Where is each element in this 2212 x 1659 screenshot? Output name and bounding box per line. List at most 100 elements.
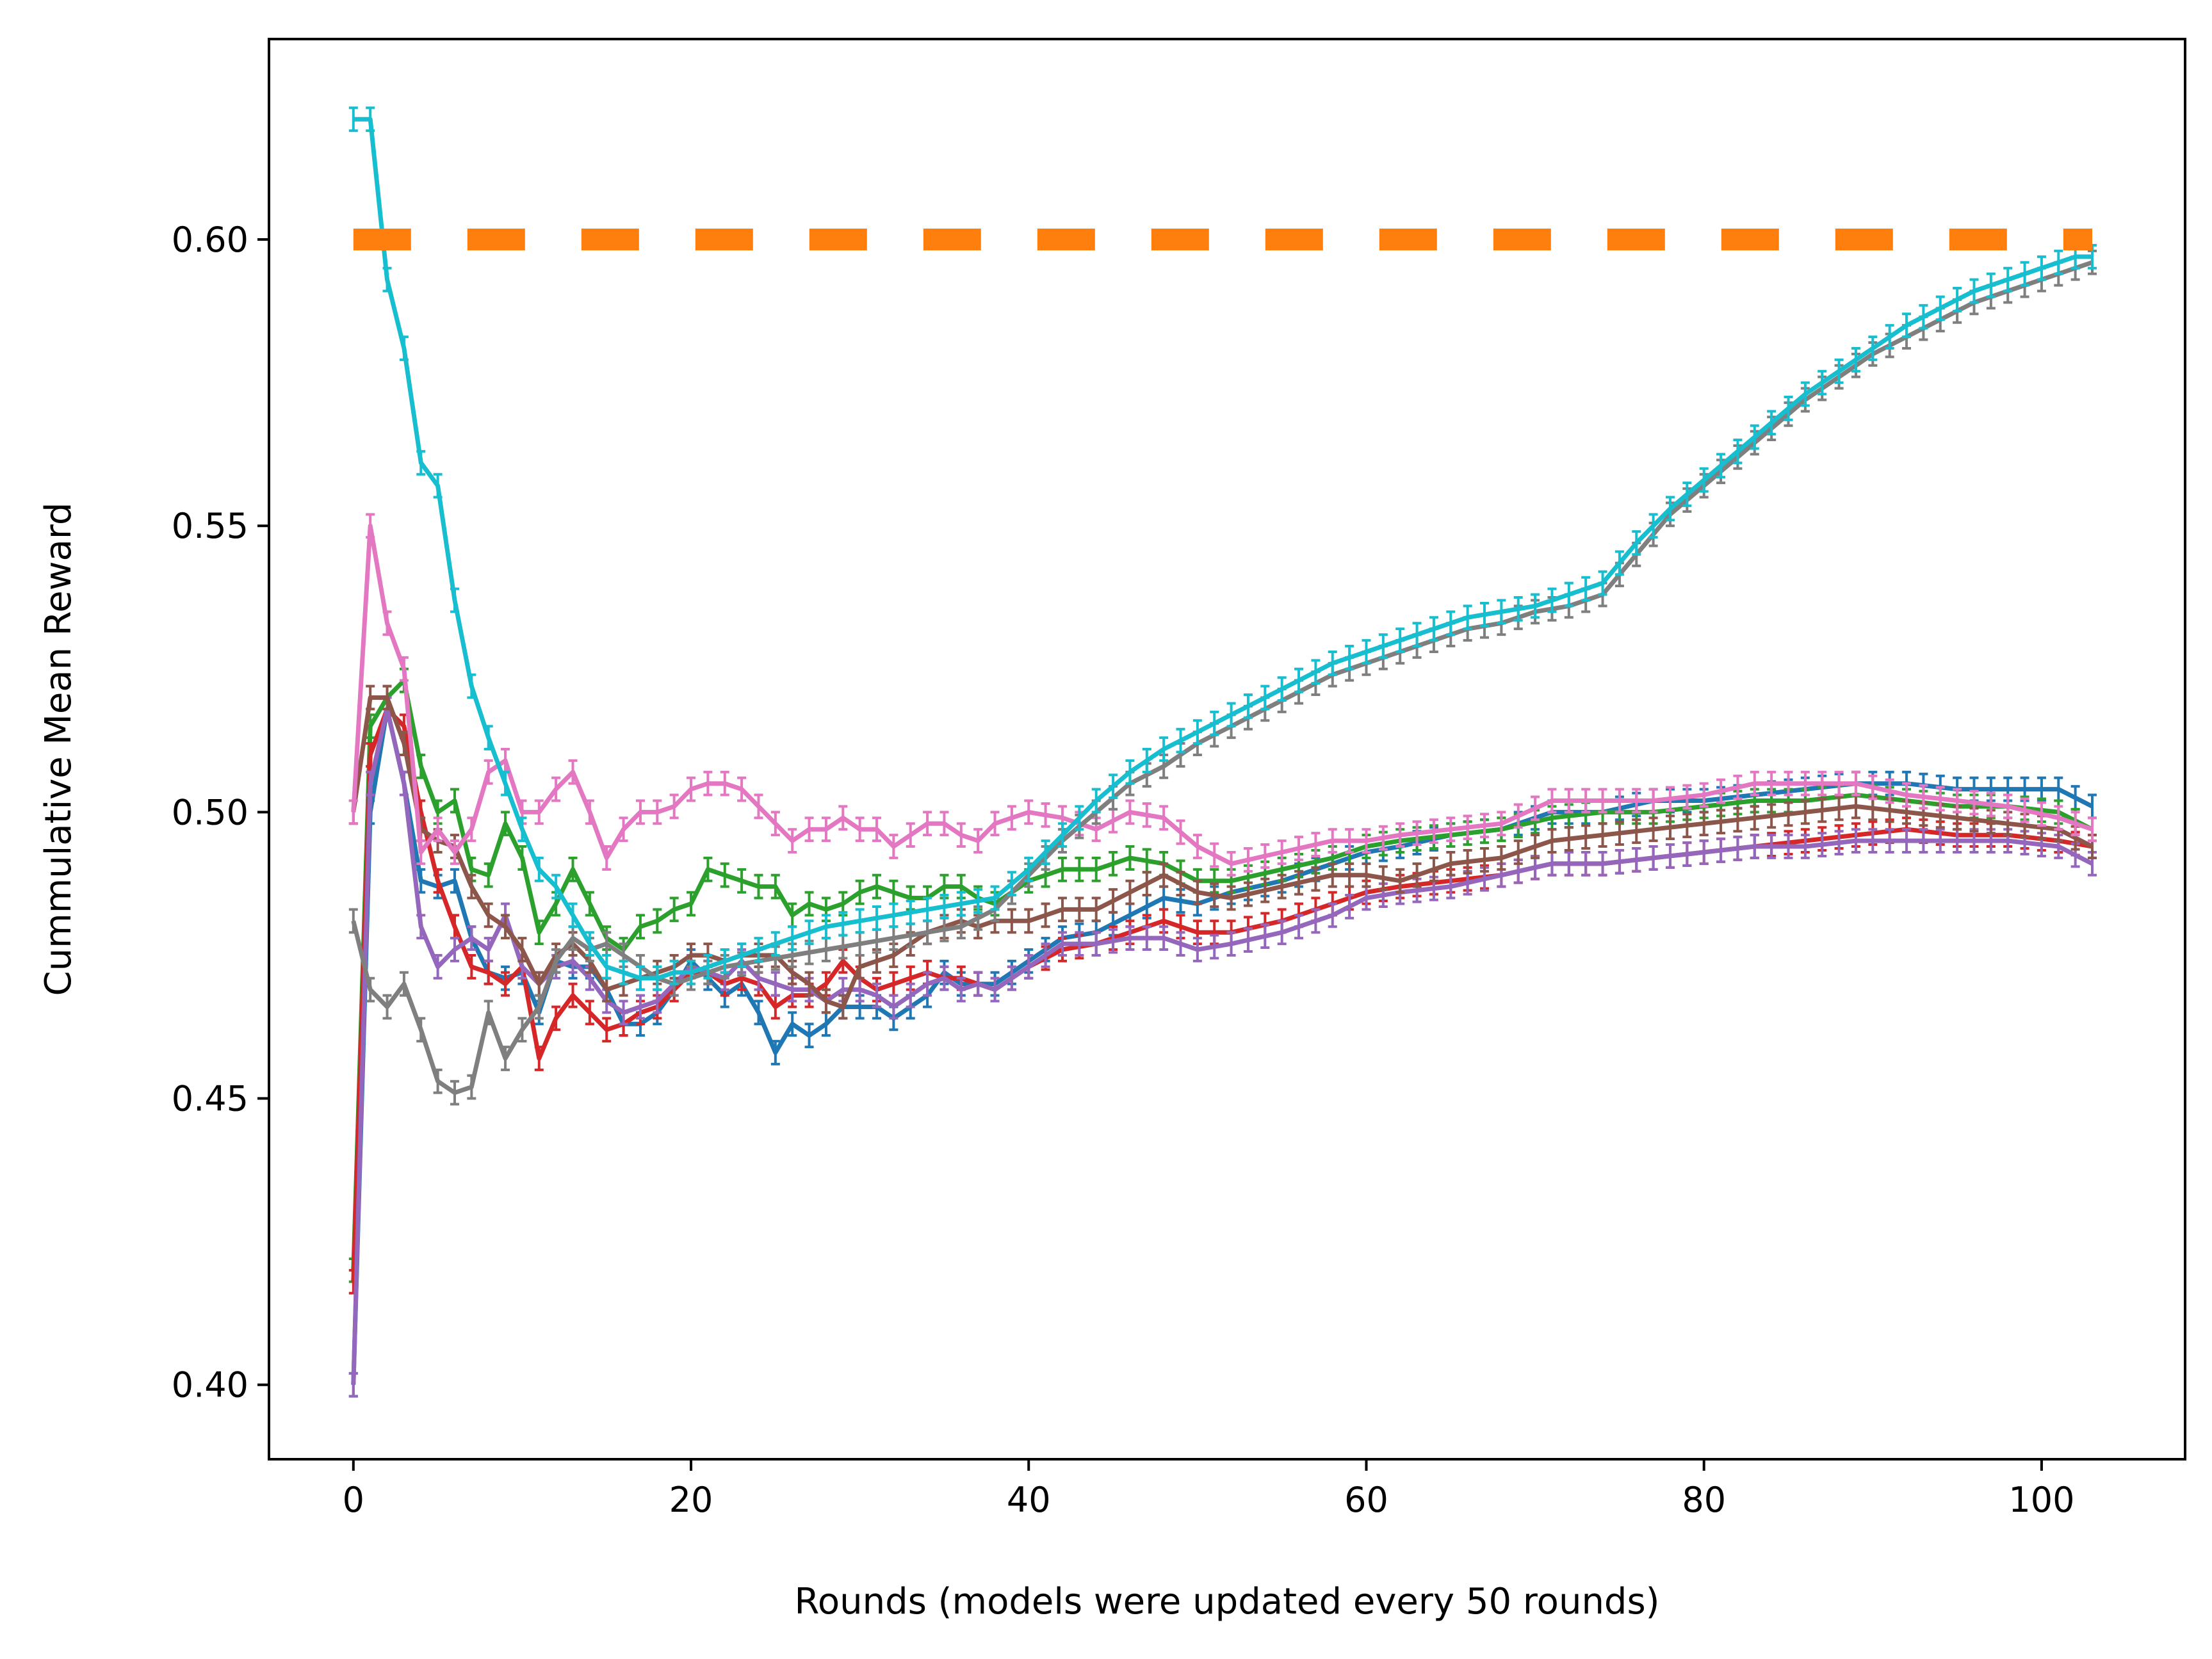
- error-bar: [990, 811, 1000, 837]
- error-bar: [1716, 809, 1726, 835]
- error-bar: [1969, 278, 1979, 304]
- error-bar: [1260, 923, 1270, 950]
- error-bar: [2037, 255, 2046, 281]
- error-bar: [1446, 610, 1456, 636]
- error-bar: [1868, 828, 1878, 854]
- error-bar: [484, 862, 493, 888]
- error-bar: [1057, 931, 1067, 957]
- error-bar: [669, 959, 679, 985]
- error-bar: [1446, 850, 1456, 877]
- error-bar: [1564, 788, 1574, 814]
- error-bar: [399, 971, 409, 997]
- error-bar: [619, 959, 628, 985]
- error-bar: [1260, 843, 1270, 869]
- error-bar: [653, 799, 662, 825]
- error-bar: [1294, 667, 1304, 693]
- error-bar: [1412, 622, 1422, 648]
- error-bar: [450, 1080, 459, 1106]
- error-bar: [1986, 272, 1996, 298]
- error-bar: [2088, 816, 2097, 843]
- error-bar: [1176, 819, 1185, 845]
- error-bar: [348, 1372, 358, 1398]
- error-bar: [1598, 822, 1607, 848]
- error-bar: [1699, 811, 1709, 837]
- error-bar: [1716, 838, 1726, 863]
- error-bar: [1192, 879, 1202, 905]
- error-bar: [1885, 828, 1894, 854]
- error-bar: [534, 799, 544, 825]
- error-bar: [433, 816, 443, 843]
- error-bar: [585, 999, 594, 1026]
- error-bar: [770, 1040, 780, 1065]
- error-bar: [838, 805, 848, 831]
- error-bar: [872, 905, 881, 931]
- error-bar: [433, 1068, 443, 1094]
- error-bar: [1800, 834, 1810, 859]
- error-bar: [1497, 599, 1506, 625]
- error-bar: [720, 862, 729, 888]
- error-bar: [973, 828, 983, 854]
- error-bar: [1024, 908, 1034, 934]
- error-bar: [1716, 778, 1726, 804]
- error-bar: [1547, 788, 1557, 814]
- error-bar: [1581, 788, 1591, 814]
- error-bar: [416, 449, 426, 476]
- error-bar: [939, 965, 949, 991]
- error-bar: [1614, 849, 1624, 875]
- error-bar: [1733, 439, 1743, 464]
- error-bar: [889, 994, 899, 1020]
- error-bar: [551, 1005, 561, 1032]
- error-bar: [1581, 850, 1591, 877]
- error-bar: [517, 1017, 527, 1043]
- error-bar: [770, 873, 780, 900]
- error-bar: [382, 684, 392, 711]
- error-bar: [1885, 324, 1894, 350]
- error-bar: [366, 976, 375, 1003]
- error-bar: [382, 266, 392, 293]
- error-bar: [1243, 927, 1253, 953]
- error-bar: [1041, 943, 1050, 968]
- error-bar: [956, 822, 966, 848]
- error-bar: [1446, 816, 1456, 843]
- error-bar: [1547, 828, 1557, 854]
- error-bar: [1480, 601, 1490, 627]
- error-bar: [484, 999, 493, 1026]
- error-bar: [1362, 862, 1371, 888]
- series-line: [351, 706, 2094, 1385]
- error-bar: [1919, 784, 1928, 810]
- error-bar: [990, 885, 1000, 911]
- error-bar: [855, 879, 865, 905]
- error-bar: [1277, 839, 1287, 865]
- error-bar: [484, 759, 493, 785]
- error-bar: [737, 943, 747, 968]
- error-bar: [1784, 834, 1793, 859]
- error-bar: [1632, 530, 1641, 556]
- error-bar: [1243, 881, 1253, 907]
- error-bar: [1412, 820, 1422, 846]
- error-bar: [1125, 845, 1135, 871]
- error-bar: [1109, 773, 1118, 800]
- error-bar: [1091, 931, 1101, 957]
- y-tick-label: 0.60: [172, 220, 248, 260]
- error-bar: [467, 673, 476, 699]
- error-bar: [366, 770, 375, 797]
- error-bar: [1531, 795, 1540, 821]
- error-bar: [467, 816, 476, 843]
- error-bar: [838, 994, 848, 1020]
- error-bar: [1075, 805, 1084, 831]
- error-bar: [990, 976, 1000, 1003]
- error-bar: [1598, 788, 1607, 814]
- error-bar: [1210, 710, 1219, 736]
- error-bar: [1614, 820, 1624, 846]
- error-bar: [501, 1046, 510, 1071]
- error-bar: [1902, 828, 1912, 854]
- error-bar: [1429, 856, 1438, 882]
- error-bar: [1176, 871, 1185, 897]
- error-bar: [1699, 467, 1709, 493]
- x-axis: 0 20 40 60 80 100: [343, 1459, 2074, 1520]
- error-bar: [635, 994, 645, 1020]
- error-bar: [416, 753, 426, 779]
- error-bar: [855, 816, 865, 843]
- error-bar: [416, 839, 426, 865]
- error-bar: [1953, 287, 1962, 312]
